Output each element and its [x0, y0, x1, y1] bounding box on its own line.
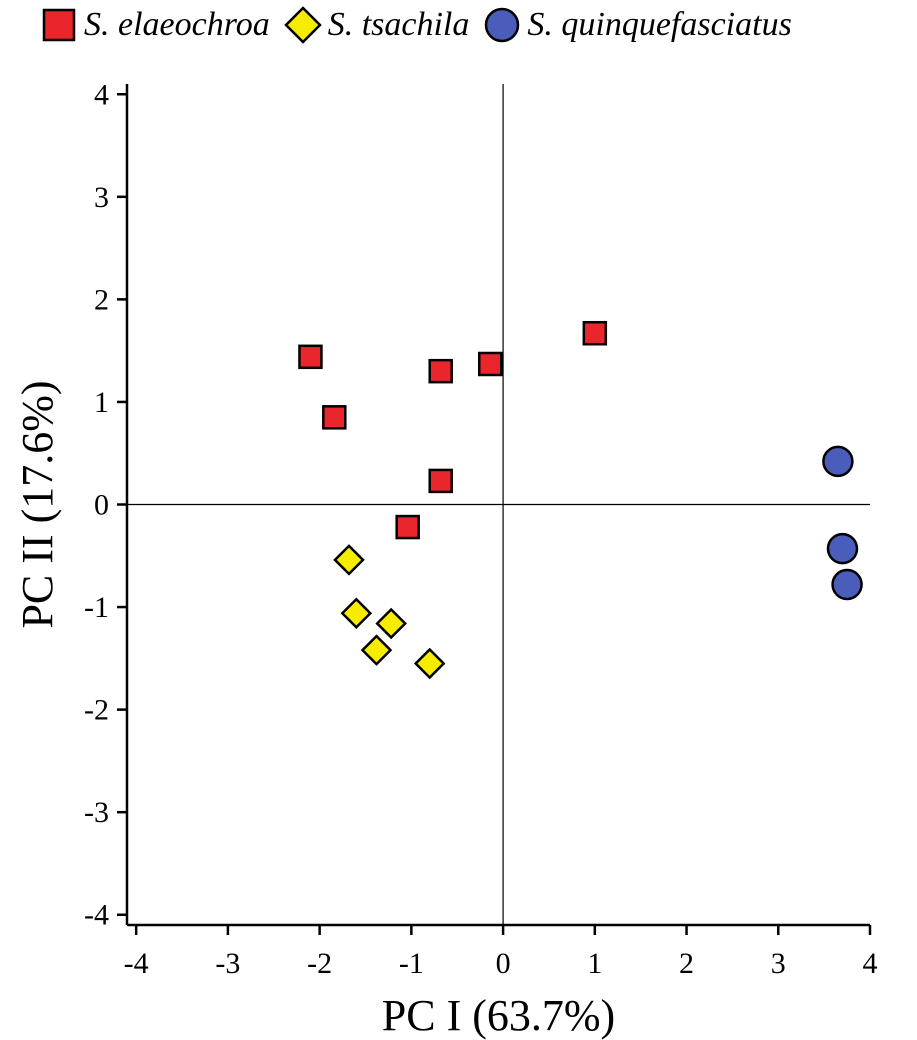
y-tick-label: -4 — [84, 899, 109, 932]
circle-point — [822, 445, 854, 478]
x-tick-label: -2 — [307, 947, 332, 980]
y-tick-label: 3 — [94, 181, 109, 214]
square-point — [477, 351, 503, 377]
square-point — [298, 344, 323, 370]
diamond-point — [333, 544, 365, 576]
y-tick-label: 2 — [94, 283, 109, 316]
axis-ticks: -4 -3 -2 -1 0 1 2 3 4 -4 -3 -2 -1 0 1 2 3 4 — [84, 78, 878, 980]
x-tick-label: 0 — [496, 947, 511, 980]
circle-point — [826, 532, 859, 565]
square-marker-icon — [42, 8, 76, 42]
x-tick-label: 3 — [771, 947, 786, 980]
circle-point — [831, 568, 863, 601]
y-tick-label: -1 — [84, 591, 109, 624]
reference-lines — [127, 84, 870, 925]
x-tick-label: -4 — [124, 947, 149, 980]
x-axis-title: PC I (63.7%) — [382, 991, 615, 1040]
y-tick-label: 0 — [94, 489, 109, 522]
diamond-point — [360, 634, 393, 666]
y-tick-label: -2 — [84, 694, 109, 727]
legend-item-tsachila: S. tsachila — [283, 6, 470, 44]
data-points — [298, 320, 863, 680]
legend-label: S. quinquefasciatus — [527, 6, 792, 43]
x-tick-label: 2 — [679, 947, 694, 980]
x-tick-label: 1 — [587, 947, 602, 980]
y-axis-title: PC II (17.6%) — [13, 380, 62, 628]
legend-label: S. tsachila — [327, 6, 470, 43]
diamond-marker-icon — [283, 6, 322, 44]
square-point — [428, 468, 453, 494]
diamond-point — [340, 597, 373, 629]
square-point — [395, 514, 420, 540]
x-tick-label: -1 — [399, 947, 424, 980]
y-tick-label: 4 — [94, 78, 109, 111]
legend-item-quinquefasciatus: S. quinquefasciatus — [483, 6, 792, 44]
square-point — [428, 358, 453, 384]
square-point — [582, 320, 608, 346]
legend: S. elaeochroa S. tsachila S. quinquefasc… — [40, 6, 806, 44]
square-point — [322, 405, 347, 430]
circle-marker-icon — [485, 7, 520, 43]
diamond-point — [413, 647, 446, 680]
x-tick-label: 4 — [863, 947, 878, 980]
y-tick-label: -3 — [84, 796, 109, 829]
legend-label: S. elaeochroa — [84, 6, 270, 43]
legend-item-elaeochroa: S. elaeochroa — [40, 6, 270, 44]
diamond-point — [375, 607, 407, 640]
x-tick-label: -3 — [215, 947, 240, 980]
y-tick-label: 1 — [94, 386, 109, 419]
